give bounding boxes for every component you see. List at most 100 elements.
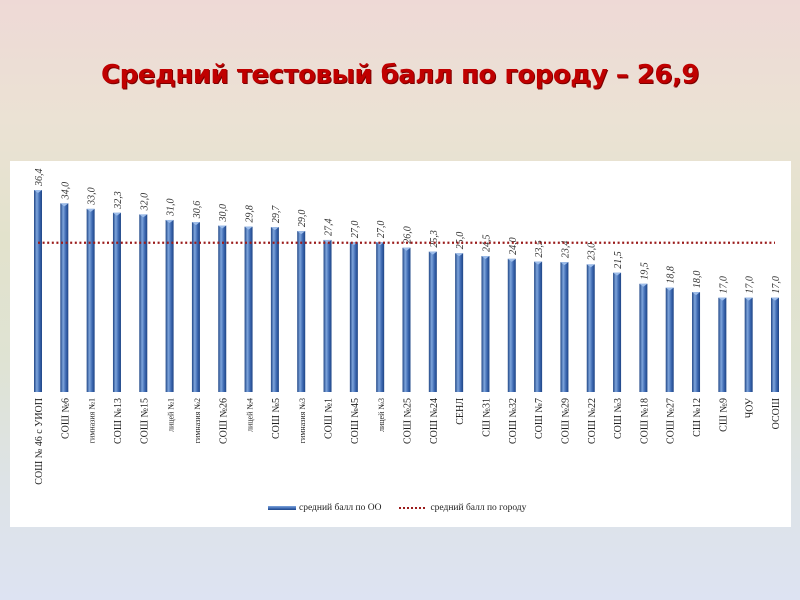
category-label: СОШ №22 (587, 398, 598, 444)
bar (218, 225, 227, 392)
bar (349, 242, 358, 392)
value-label: 24,5 (481, 235, 492, 253)
value-label: 25,3 (429, 230, 440, 248)
bar-cap (191, 222, 200, 226)
value-label: 25,0 (455, 232, 466, 250)
category-label: гимназия №1 (88, 398, 97, 443)
bars-group (34, 190, 779, 392)
bar-cap (218, 225, 227, 229)
value-label: 27,0 (350, 221, 361, 239)
value-label: 32,0 (139, 193, 150, 212)
bar-cap (428, 251, 437, 255)
category-label: СОШ №32 (508, 398, 519, 444)
bar-cap (112, 212, 121, 216)
bar-cap (86, 208, 95, 212)
bar (86, 208, 95, 392)
bar (507, 258, 516, 392)
value-label: 26,0 (403, 226, 414, 244)
bar-swatch-icon (268, 506, 296, 510)
category-label: СОШ №18 (639, 398, 650, 444)
chart-legend: средний балл по ОО средний балл по город… (268, 500, 544, 516)
bar (534, 261, 543, 392)
value-label: 23,5 (534, 240, 545, 258)
bar (481, 256, 490, 392)
bar-cap (534, 261, 543, 265)
bar-cap (718, 297, 727, 301)
bar (639, 283, 648, 392)
bar-cap (560, 262, 569, 266)
category-label: СОШ № 46 с УИОП (34, 398, 45, 485)
value-label: 23,4 (560, 241, 571, 259)
category-label: лицей №4 (246, 398, 255, 432)
value-label: 27,0 (376, 221, 387, 239)
category-label: СОШ №29 (560, 398, 571, 444)
bar-cap (34, 190, 42, 193)
category-label: СОШ №26 (218, 398, 229, 444)
bar (165, 219, 174, 392)
bar-cap (297, 231, 306, 235)
bar (744, 297, 753, 392)
category-label: СОШ №6 (60, 398, 71, 439)
bar (718, 297, 727, 392)
bar (428, 251, 437, 392)
category-label: ЧОУ (745, 397, 756, 418)
category-label: СШ №9 (718, 398, 729, 432)
value-label: 21,5 (613, 251, 624, 269)
value-label: 36,4 (34, 169, 45, 188)
value-label: 18,0 (692, 271, 703, 289)
value-label: 33,0 (87, 187, 98, 206)
value-label: 29,7 (271, 205, 282, 224)
bar-cap (402, 247, 411, 251)
page-title: Средний тестовый балл по городу – 26,9 (101, 60, 699, 90)
category-label: гимназия №2 (193, 398, 202, 443)
value-label: 32,3 (113, 191, 124, 210)
bar (60, 203, 69, 392)
bar (665, 287, 674, 392)
value-label: 29,0 (297, 210, 308, 228)
category-label: СЕНЛ (455, 398, 466, 425)
value-label: 17,0 (718, 276, 729, 294)
bar (270, 227, 279, 392)
category-label: СШ №12 (692, 398, 703, 437)
bar-cap (507, 258, 516, 262)
category-label: СОШ №24 (429, 398, 440, 444)
bar (34, 190, 42, 392)
bar (586, 264, 595, 392)
category-label: СОШ №5 (271, 398, 282, 439)
legend-label: средний балл по ОО (299, 503, 382, 513)
value-label: 31,0 (166, 198, 177, 217)
bar-cap (771, 297, 779, 301)
value-label: 24,0 (508, 237, 519, 255)
value-label: 18,8 (666, 266, 677, 284)
value-label: 30,6 (192, 201, 203, 220)
value-label: 30,0 (218, 204, 229, 223)
category-label: СОШ №45 (350, 398, 361, 444)
bar-cap (270, 227, 279, 231)
bar (376, 242, 385, 392)
value-labels-group: 36,4 34,0 33,0 32,3 32,0 31,0 30,6 30,0 29,8 29,7… (34, 169, 782, 294)
bar-cap (165, 219, 174, 223)
bar (613, 272, 622, 392)
value-label: 34,0 (60, 182, 71, 201)
bar (402, 247, 411, 392)
bar (771, 297, 779, 392)
bar-cap (613, 272, 622, 276)
value-label: 17,0 (771, 276, 782, 294)
bar-cap (481, 256, 490, 260)
category-label: СОШ №7 (534, 398, 545, 439)
category-label: СОШ №27 (666, 398, 677, 444)
category-label: лицей №3 (377, 398, 386, 432)
category-label: СОШ №13 (113, 398, 124, 444)
bar (244, 226, 253, 392)
bar (323, 239, 332, 392)
bar (692, 292, 701, 392)
value-label: 27,4 (324, 218, 335, 236)
bar-cap (60, 203, 69, 207)
value-label: 29,8 (245, 205, 256, 222)
legend-label: средний балл по городу (430, 503, 527, 513)
category-label: СОШ №3 (613, 398, 624, 439)
legend-item-city-average: средний балл по городу (399, 503, 526, 513)
bar-cap (744, 297, 753, 301)
category-label: СШ №31 (481, 398, 492, 437)
